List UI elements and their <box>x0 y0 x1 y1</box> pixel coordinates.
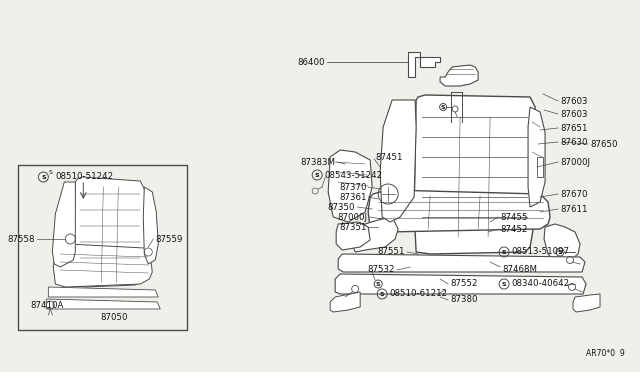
Text: 87558: 87558 <box>8 234 35 244</box>
Polygon shape <box>328 150 372 222</box>
Polygon shape <box>338 254 585 272</box>
Text: 08543-51242: 08543-51242 <box>324 170 382 180</box>
Polygon shape <box>49 287 158 297</box>
Bar <box>537 157 543 177</box>
Text: 87370: 87370 <box>340 183 367 192</box>
Text: S: S <box>315 173 319 177</box>
Text: 87451: 87451 <box>375 153 403 161</box>
Text: 87630: 87630 <box>560 138 588 147</box>
Text: 87611: 87611 <box>560 205 588 214</box>
Text: 87000J: 87000J <box>560 157 590 167</box>
Text: 86400: 86400 <box>298 58 325 67</box>
Text: 08340-40642: 08340-40642 <box>511 279 569 289</box>
Text: S: S <box>380 292 385 296</box>
Text: S: S <box>49 170 52 174</box>
Text: 87651: 87651 <box>560 124 588 132</box>
Polygon shape <box>46 299 160 309</box>
Text: S: S <box>41 174 45 180</box>
Text: 87383M: 87383M <box>300 157 335 167</box>
Bar <box>19 165 188 330</box>
Polygon shape <box>368 190 550 232</box>
Polygon shape <box>330 292 360 312</box>
Text: 87000J: 87000J <box>337 212 367 221</box>
Polygon shape <box>143 187 158 264</box>
Text: 08513-51097: 08513-51097 <box>511 247 569 257</box>
Text: 87410A: 87410A <box>30 301 64 310</box>
Polygon shape <box>352 217 398 252</box>
Polygon shape <box>74 177 147 287</box>
Text: 87350: 87350 <box>328 202 355 212</box>
Text: S: S <box>441 105 445 109</box>
Polygon shape <box>335 274 586 294</box>
Text: 87603: 87603 <box>560 109 588 119</box>
Text: AR70*0  9: AR70*0 9 <box>586 350 625 359</box>
Text: 87452: 87452 <box>500 224 527 234</box>
Polygon shape <box>440 65 478 86</box>
Polygon shape <box>528 107 545 207</box>
Text: 87351: 87351 <box>340 222 367 231</box>
Polygon shape <box>336 222 370 250</box>
Polygon shape <box>414 95 538 254</box>
Text: 87380: 87380 <box>450 295 477 305</box>
Polygon shape <box>544 224 580 262</box>
Polygon shape <box>53 244 152 287</box>
Text: S: S <box>557 250 563 254</box>
Text: 87552: 87552 <box>450 279 477 289</box>
Text: 87559: 87559 <box>156 234 182 244</box>
Text: 87455: 87455 <box>500 212 527 221</box>
Text: 87050: 87050 <box>100 312 128 321</box>
Polygon shape <box>573 294 600 312</box>
Text: 87670: 87670 <box>560 189 588 199</box>
Text: 08510-51242: 08510-51242 <box>55 171 113 180</box>
Text: 87551: 87551 <box>378 247 405 257</box>
Text: S: S <box>376 282 380 286</box>
Text: S: S <box>502 282 506 286</box>
Polygon shape <box>52 182 76 267</box>
Text: 87650: 87650 <box>590 140 618 148</box>
Text: 08510-61212: 08510-61212 <box>389 289 447 298</box>
Text: 87603: 87603 <box>560 96 588 106</box>
Text: 87532: 87532 <box>367 266 395 275</box>
Polygon shape <box>408 52 440 77</box>
Text: 87361: 87361 <box>340 192 367 202</box>
Text: S: S <box>502 250 506 254</box>
Polygon shape <box>380 100 416 222</box>
Text: 87468M: 87468M <box>502 264 537 273</box>
